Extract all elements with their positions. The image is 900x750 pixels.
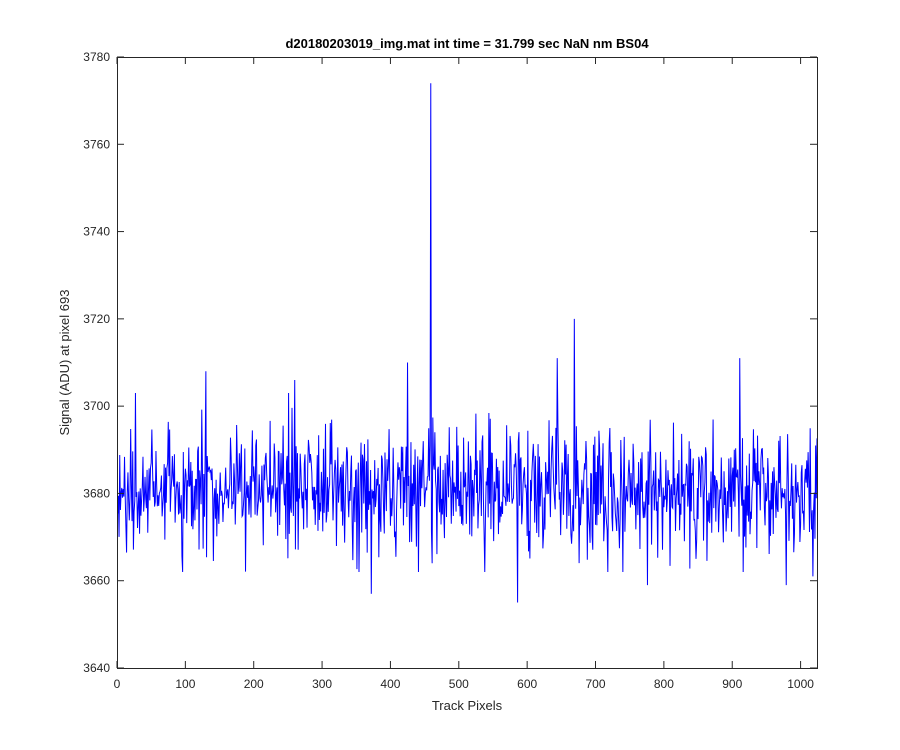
y-tick-label: 3760 [83,137,110,151]
y-tick-label: 3640 [83,661,110,675]
plot-area [117,57,817,668]
y-tick-label: 3780 [83,50,110,64]
x-tick-label: 300 [312,677,332,691]
y-axis-label: Signal (ADU) at pixel 693 [57,290,72,436]
y-axis: 3640 3660 3680 3700 3720 3740 3760 3780 [83,50,817,675]
x-tick-label: 800 [654,677,674,691]
y-tick-label: 3740 [83,225,110,239]
x-axis: 0 100 200 300 400 500 600 700 800 900 1000 [114,57,814,691]
chart-title: d20180203019_img.mat int time = 31.799 s… [285,36,649,51]
series-line [117,83,817,603]
y-tick-label: 3680 [83,486,110,500]
x-tick-label: 1000 [787,677,814,691]
axes-box [117,57,818,669]
x-tick-label: 500 [449,677,469,691]
y-tick-label: 3720 [83,312,110,326]
y-tick-label: 3660 [83,574,110,588]
x-tick-label: 200 [244,677,264,691]
y-tick-label: 3700 [83,399,110,413]
x-tick-label: 100 [175,677,195,691]
x-tick-label: 400 [380,677,400,691]
x-tick-label: 0 [114,677,121,691]
x-axis-label: Track Pixels [432,698,503,713]
x-tick-label: 900 [722,677,742,691]
x-tick-label: 600 [517,677,537,691]
series-layer [117,83,817,603]
x-tick-label: 700 [586,677,606,691]
